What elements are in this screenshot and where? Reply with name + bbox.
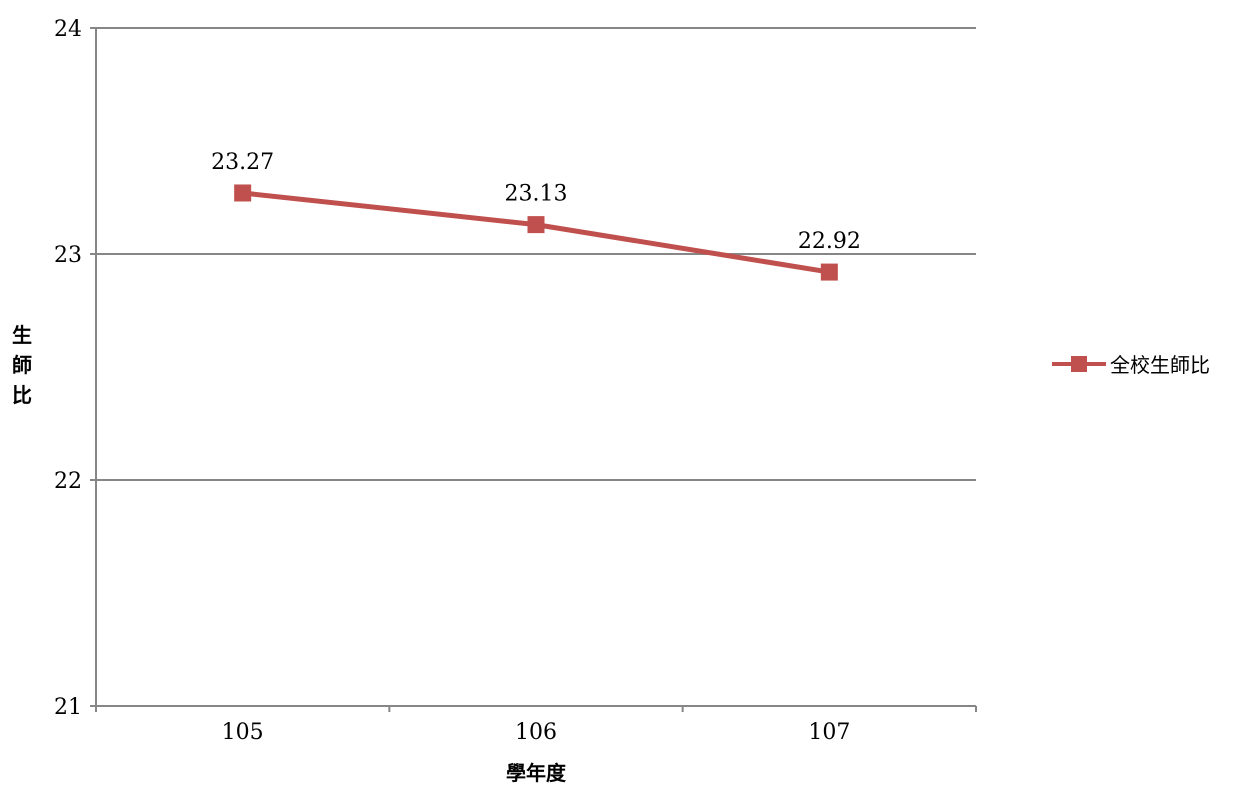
- legend: 全校生師比: [1052, 353, 1210, 377]
- data-label: 23.27: [211, 150, 274, 175]
- gridlines: [96, 27, 976, 481]
- x-tick-labels: 105 106 107: [222, 720, 851, 745]
- data-markers: [234, 184, 838, 281]
- x-tick-label: 106: [515, 720, 557, 745]
- data-labels: 23.27 23.13 22.92: [211, 150, 861, 254]
- legend-label: 全校生師比: [1110, 353, 1210, 377]
- x-tick-label: 107: [808, 720, 850, 745]
- data-marker: [820, 263, 838, 281]
- data-marker: [234, 184, 252, 202]
- x-tick-label: 105: [222, 720, 264, 745]
- y-tick-label: 24: [54, 17, 82, 42]
- data-label: 22.92: [798, 229, 861, 254]
- data-marker: [527, 216, 545, 234]
- data-label: 23.13: [505, 182, 568, 207]
- y-tick-label: 22: [54, 469, 82, 494]
- y-tick-label: 21: [54, 695, 82, 720]
- y-tick-labels: 21 22 23 24: [54, 17, 82, 720]
- legend-marker-swatch: [1071, 356, 1087, 372]
- x-axis-title: 學年度: [506, 761, 567, 785]
- axes: [90, 27, 977, 712]
- y-tick-label: 23: [54, 243, 82, 268]
- y-axis-title: 生師比: [12, 323, 32, 407]
